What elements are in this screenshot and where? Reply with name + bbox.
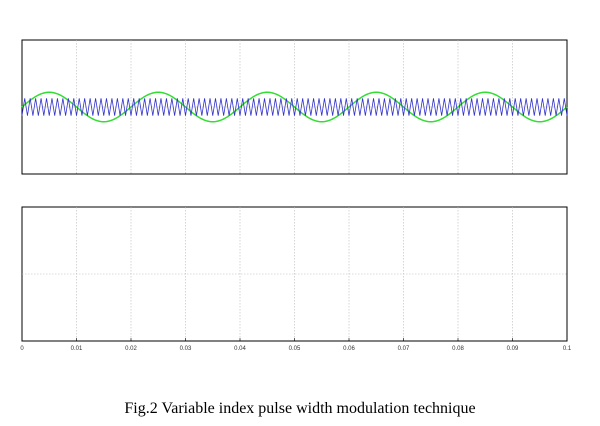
pwm-x-ticks: 0 0.01 0.02 0.03 0.04 0.05 0.06 0.07 0.08 0.09 0.1 xyxy=(20,338,572,352)
x-tick-label: 0.07 xyxy=(398,346,410,352)
x-tick-label: 0 xyxy=(20,346,24,352)
sine-reference-line xyxy=(21,91,568,123)
x-tick-label: 0.05 xyxy=(289,346,301,352)
modulation-series xyxy=(21,91,568,123)
x-tick-label: 0.06 xyxy=(343,346,355,352)
figure-caption: Fig.2 Variable index pulse width modulat… xyxy=(124,400,476,417)
x-tick-label: 0.03 xyxy=(180,346,192,352)
x-tick-label: 0.1 xyxy=(563,346,572,352)
pwm-subplot: 0 0.01 0.02 0.03 0.04 0.05 0.06 0.07 0.08 0.09 0.1 xyxy=(20,206,572,352)
x-tick-label: 0.04 xyxy=(234,346,246,352)
x-tick-label: 0.08 xyxy=(452,346,464,352)
modulation-subplot xyxy=(21,39,568,175)
x-tick-label: 0.02 xyxy=(125,346,137,352)
triangle-carrier-line xyxy=(21,98,568,116)
x-tick-label: 0.01 xyxy=(71,346,83,352)
x-tick-label: 0.09 xyxy=(507,346,519,352)
pwm-grid xyxy=(22,207,567,341)
